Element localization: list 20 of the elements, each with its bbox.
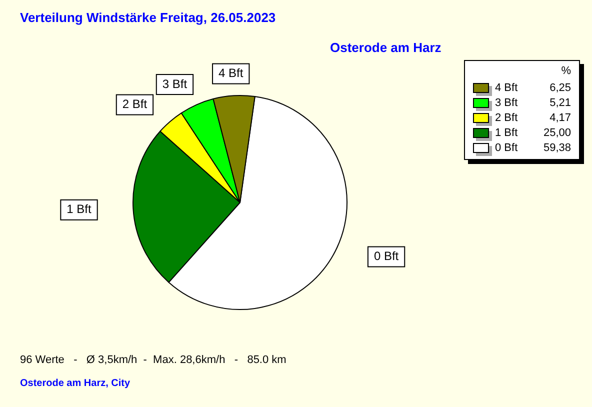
legend-title: % xyxy=(560,65,571,77)
legend-label: 0 Bft xyxy=(495,142,519,154)
data-label: 5,21 xyxy=(548,96,571,108)
slice-label: 3 Bft xyxy=(162,76,188,91)
data-label: 25,00 xyxy=(542,126,571,138)
slice-label: 1 Bft xyxy=(66,202,92,216)
chart-subtitle: Osterode am Harz xyxy=(330,40,442,55)
legend-label: 4 Bft xyxy=(495,82,519,94)
data-label: 6,25 xyxy=(548,82,571,94)
chart-title: Verteilung Windstärke Freitag, 26.05.2023 xyxy=(20,10,276,25)
legend-label: 2 Bft xyxy=(495,112,519,124)
slice-label: 4 Bft xyxy=(218,66,244,80)
slice-label: 2 Bft xyxy=(122,97,148,112)
data-label: 4,17 xyxy=(548,112,571,124)
legend-label: 3 Bft xyxy=(495,96,519,108)
text: 96 Werte - Ø 3,5km/h - Max. 28,6km/h - 85.0 km xyxy=(20,354,286,366)
text: Osterode am Harz, City xyxy=(20,378,130,389)
legend-label: 1 Bft xyxy=(495,126,519,138)
slice-label: 0 Bft xyxy=(374,249,400,264)
data-label: 59,38 xyxy=(542,142,571,154)
